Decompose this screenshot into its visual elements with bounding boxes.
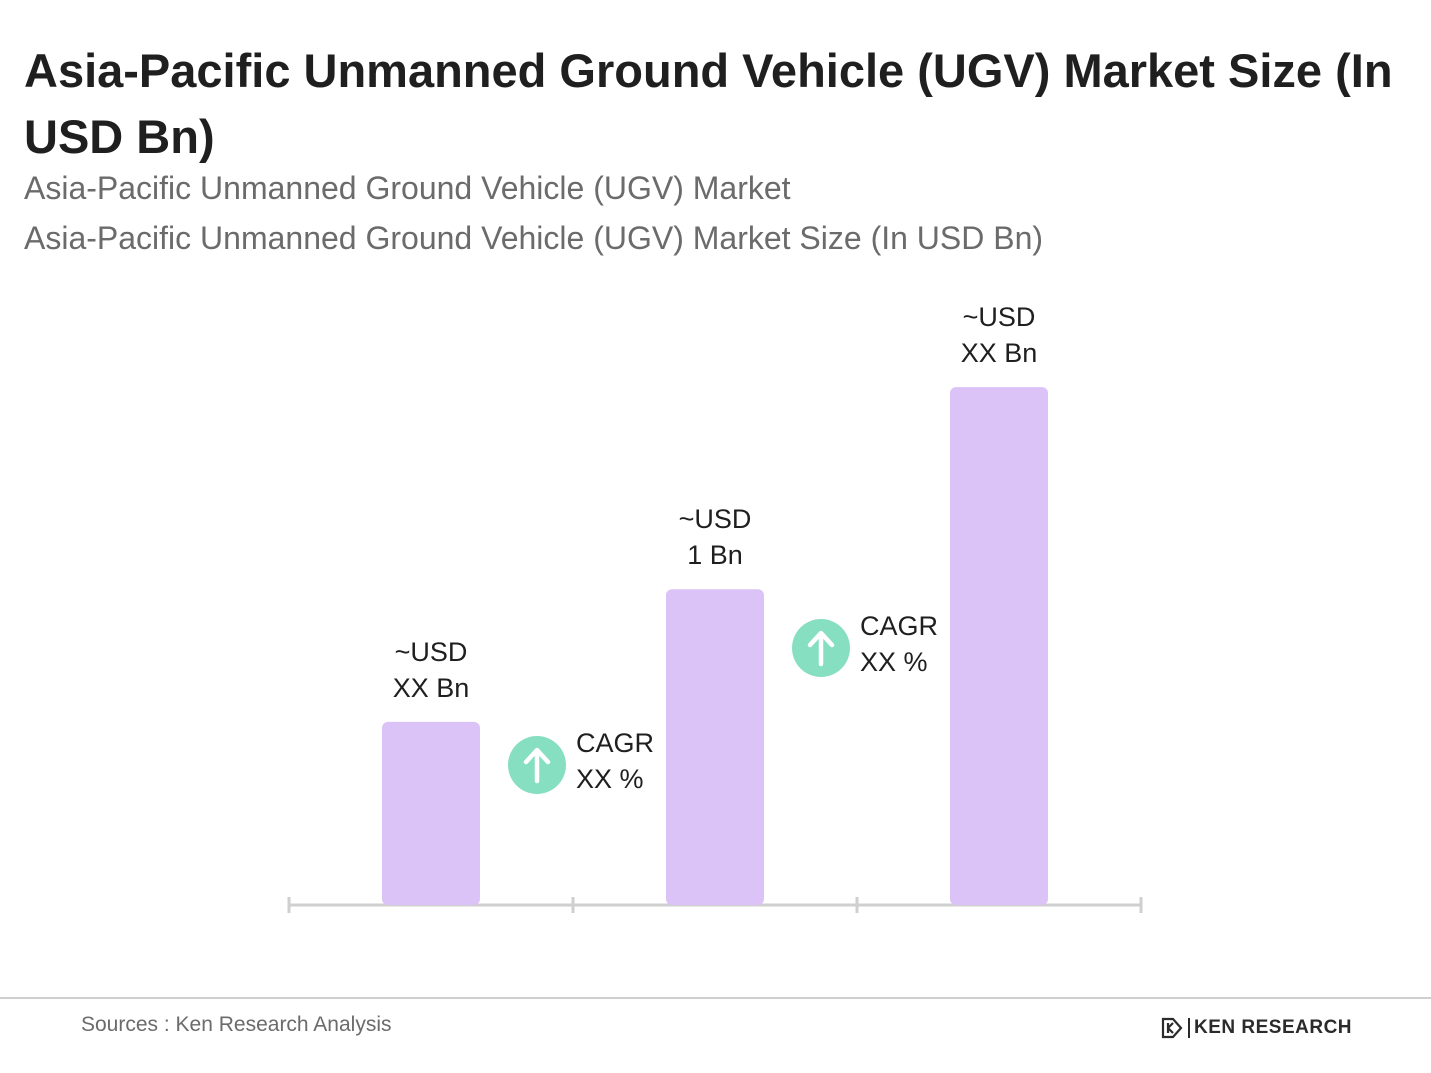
page-title: Asia-Pacific Unmanned Ground Vehicle (UG… [24, 44, 1393, 163]
bar-data-label: ~USD [679, 504, 752, 534]
bar-chart: ~USD XX Bn ~USD 1 Bn ~USD XX Bn CAGR XX % CAGR X… [287, 302, 1143, 913]
bar-data-label: ~USD [395, 637, 468, 667]
chart-subtitle-2: Asia-Pacific Unmanned Ground Vehicle (UG… [24, 220, 1044, 256]
cagr-annotation: CAGR XX % [792, 611, 938, 677]
bar-data-label: 1 Bn [687, 540, 743, 570]
cagr-annotation: CAGR XX % [508, 728, 654, 794]
bar-data-label: ~USD [963, 302, 1036, 332]
cagr-label: XX % [860, 647, 928, 677]
ken-research-logo: KEN RESEARCH [1160, 1016, 1352, 1040]
cagr-label: CAGR [576, 728, 654, 758]
ken-research-logo-icon [1161, 1017, 1183, 1039]
bar-2 [666, 589, 764, 905]
cagr-label: XX % [576, 764, 644, 794]
logo-separator [1188, 1018, 1190, 1038]
cagr-label: CAGR [860, 611, 938, 641]
bar-data-label: XX Bn [961, 338, 1038, 368]
footer-divider [0, 997, 1431, 999]
bar-1 [382, 721, 480, 905]
arrow-up-icon [523, 747, 551, 784]
logo-text: KEN RESEARCH [1194, 1017, 1353, 1038]
source-note: Sources : Ken Research Analysis [81, 1013, 392, 1036]
arrow-up-icon [807, 630, 835, 667]
chart-subtitle-1: Asia-Pacific Unmanned Ground Vehicle (UG… [24, 170, 791, 206]
bar-data-label: XX Bn [393, 673, 470, 703]
bar-3 [950, 387, 1048, 906]
